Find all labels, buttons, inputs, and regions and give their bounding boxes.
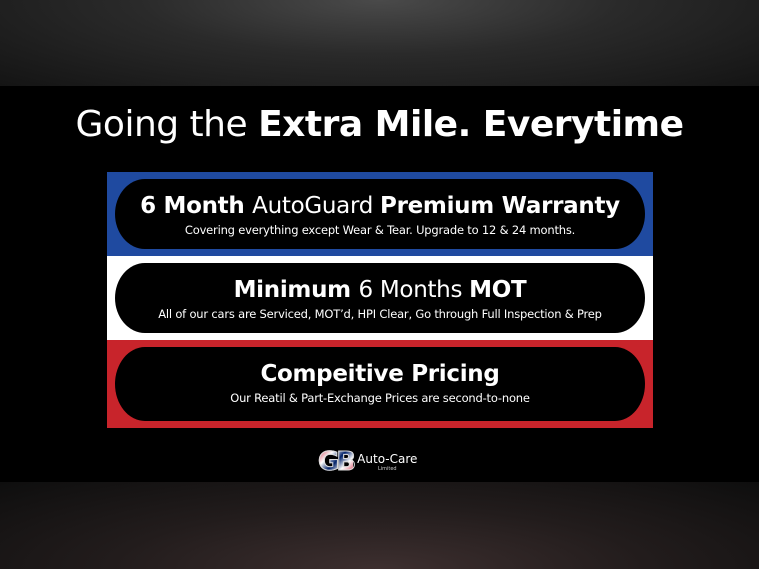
feature-pill: 6 Month AutoGuard Premium Warranty Cover… — [115, 179, 645, 249]
feature-title-part: Compeitive Pricing — [260, 361, 500, 387]
feature-subtitle: All of our cars are Serviced, MOT’d, HPI… — [158, 307, 602, 321]
feature-title-part: Premium Warranty — [380, 193, 620, 219]
feature-title-part: AutoGuard — [252, 193, 381, 219]
feature-pill: Compeitive Pricing Our Reatil & Part-Exc… — [115, 347, 645, 421]
bottom-background — [0, 482, 759, 569]
feature-pricing: Compeitive Pricing Our Reatil & Part-Exc… — [107, 340, 653, 428]
feature-pill: Minimum 6 Months MOT All of our cars are… — [115, 263, 645, 333]
feature-subtitle: Our Reatil & Part-Exchange Prices are se… — [230, 391, 530, 405]
feature-title-part: 6 Months — [358, 277, 470, 303]
features-panel: 6 Month AutoGuard Premium Warranty Cover… — [107, 172, 653, 428]
feature-title-part: MOT — [469, 277, 527, 303]
feature-title: Compeitive Pricing — [115, 361, 645, 387]
logo-mark: GB — [317, 447, 356, 478]
top-background — [0, 0, 759, 86]
headline-light: Going the — [75, 104, 259, 145]
logo-suffix: Limited — [377, 466, 397, 472]
feature-title: Minimum 6 Months MOT — [115, 277, 645, 303]
company-logo: GB Auto-Care Limited — [317, 447, 418, 478]
feature-title-part: Minimum — [233, 277, 359, 303]
headline: Going the Extra Mile. Everytime — [0, 104, 759, 145]
feature-mot: Minimum 6 Months MOT All of our cars are… — [107, 256, 653, 340]
headline-bold: Extra Mile. Everytime — [258, 104, 684, 145]
feature-warranty: 6 Month AutoGuard Premium Warranty Cover… — [107, 172, 653, 256]
feature-title: 6 Month AutoGuard Premium Warranty — [115, 193, 645, 219]
feature-title-part: 6 Month — [140, 193, 253, 219]
feature-subtitle: Covering everything except Wear & Tear. … — [184, 223, 576, 237]
logo-name: Auto-Care — [357, 452, 418, 466]
